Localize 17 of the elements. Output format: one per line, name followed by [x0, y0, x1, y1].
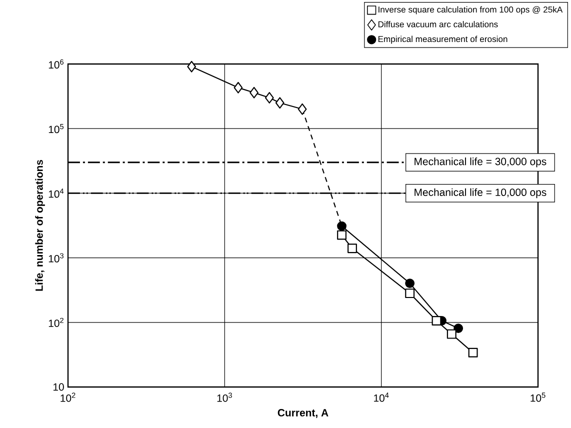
y-tick-label: 10$^{3}$ — [48, 253, 64, 262]
y-tick-label: 10$^{2}$ — [48, 318, 64, 327]
y-tick-label: 10 — [53, 383, 64, 391]
x-tick-label: 10$^{2}$ — [60, 392, 76, 402]
y-tick-label: 10$^{5}$ — [48, 124, 64, 134]
y-axis-title: Life, number of operations — [35, 160, 45, 291]
legend-label: Inverse square calculation from 100 ops @ 25kA — [378, 6, 563, 14]
x-tick-label: 10$^{5}$ — [530, 392, 546, 402]
y-tick-label: 10$^{4}$ — [48, 188, 64, 198]
ref-line-label: Mechanical life = 30,000 ops — [414, 158, 546, 168]
x-tick-label: 10$^{3}$ — [217, 392, 232, 402]
legend-label: Diffuse vacuum arc calculations — [378, 21, 498, 28]
x-axis-title: Current, A — [278, 409, 328, 418]
legend-label: Empirical measurement of erosion — [378, 36, 508, 44]
y-tick-label: 10$^{6}$ — [48, 59, 64, 69]
x-tick-label: 10$^{4}$ — [374, 392, 389, 402]
ref-line-label: Mechanical life = 10,000 ops — [414, 188, 546, 198]
